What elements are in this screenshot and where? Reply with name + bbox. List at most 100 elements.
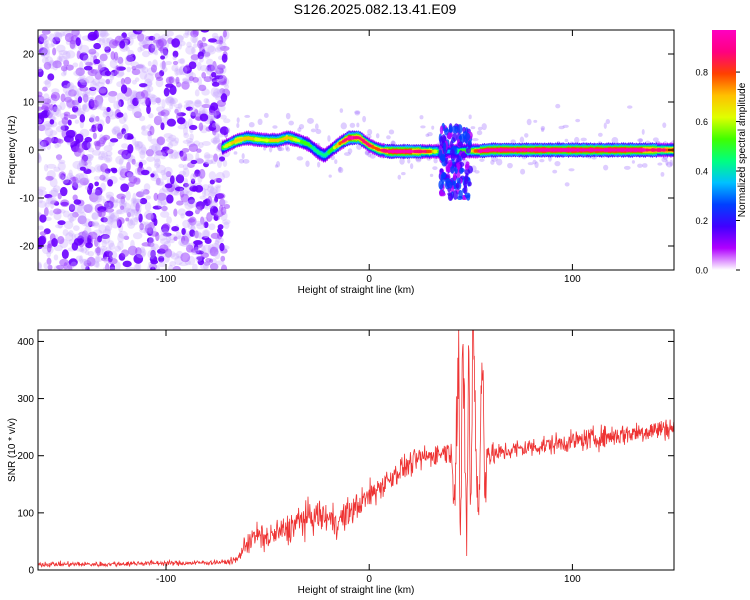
noise-blob — [134, 140, 140, 147]
noise-blob — [180, 213, 185, 219]
noise-blob — [167, 95, 174, 104]
colorbar-tick-label: 0.6 — [695, 117, 708, 127]
ridge-halo — [367, 128, 373, 136]
noise-blob — [152, 205, 162, 210]
noise-blob — [38, 190, 48, 196]
noise-blob — [53, 185, 61, 193]
ridge-halo — [520, 168, 526, 175]
noise-blob — [125, 217, 130, 222]
noise-blob — [135, 30, 146, 33]
noise-blob — [77, 215, 86, 225]
noise-blob — [38, 124, 46, 132]
noise-blob — [203, 221, 209, 229]
noise-blob — [47, 196, 57, 205]
noise-blob — [127, 49, 135, 57]
noise-blob — [94, 247, 104, 256]
noise-blob — [159, 244, 169, 253]
noise-blob — [51, 88, 60, 94]
ridge-halo — [354, 111, 360, 116]
noise-blob — [104, 51, 111, 56]
noise-blob — [78, 172, 89, 182]
ridge-halo — [562, 124, 569, 128]
noise-blob — [71, 233, 76, 240]
noise-blob — [188, 143, 199, 153]
noise-blob — [144, 96, 149, 106]
noise-blob — [94, 141, 101, 151]
noise-blob — [132, 192, 137, 203]
noise-blob — [125, 266, 136, 270]
ridge-halo — [298, 123, 305, 130]
noise-blob — [223, 221, 230, 230]
noise-blob — [115, 198, 125, 204]
noise-blob — [203, 160, 214, 165]
noise-blob — [107, 216, 114, 226]
noise-blob — [38, 43, 43, 49]
noise-blob — [209, 258, 214, 263]
ridge-halo — [386, 135, 391, 140]
noise-blob — [40, 124, 51, 131]
disturbance-cell — [452, 172, 457, 181]
noise-blob — [162, 232, 172, 237]
noise-blob — [54, 31, 63, 42]
noise-blob — [191, 263, 198, 270]
noise-blob — [176, 117, 186, 125]
noise-blob — [158, 255, 165, 263]
ridge-halo — [603, 122, 607, 129]
noise-blob — [58, 55, 68, 63]
ridge-halo — [226, 127, 231, 134]
noise-blob — [95, 254, 100, 264]
noise-blob — [65, 50, 76, 59]
ridge-halo — [420, 125, 426, 129]
noise-blob — [157, 115, 163, 120]
noise-blob — [153, 218, 158, 226]
noise-blob — [127, 248, 134, 254]
disturbance-cell — [450, 165, 455, 174]
disturbance-cell — [465, 132, 471, 141]
noise-blob — [127, 143, 134, 154]
noise-blob — [203, 188, 210, 197]
noise-blob — [131, 158, 136, 165]
noise-blob — [217, 224, 224, 230]
noise-blob — [95, 241, 101, 248]
noise-blob — [194, 220, 203, 227]
noise-blob — [180, 235, 186, 244]
noise-blob — [98, 37, 106, 46]
noise-blob — [73, 237, 84, 246]
noise-blob — [182, 167, 190, 178]
noise-blob — [50, 39, 56, 47]
noise-blob — [198, 257, 204, 263]
noise-blob — [52, 36, 61, 45]
noise-blob — [42, 46, 51, 56]
ridge-halo — [272, 125, 278, 129]
noise-blob — [154, 49, 159, 56]
noise-blob — [131, 68, 141, 76]
noise-blob — [175, 68, 184, 76]
noise-blob — [68, 203, 76, 213]
noise-blob — [163, 166, 173, 176]
noise-blob — [114, 245, 122, 252]
y-tick-label: 0 — [28, 146, 34, 157]
noise-blob — [130, 61, 140, 68]
ridge-halo — [526, 118, 532, 126]
noise-blob — [91, 211, 99, 221]
noise-blob — [214, 131, 220, 140]
noise-blob — [68, 114, 78, 120]
noise-blob — [193, 43, 198, 48]
noise-blob — [172, 55, 177, 61]
noise-blob — [80, 263, 89, 270]
noise-blob — [223, 118, 231, 124]
noise-blob — [79, 177, 89, 186]
noise-blob — [185, 106, 193, 111]
noise-blob — [94, 71, 103, 80]
noise-blob — [39, 35, 50, 43]
noise-blob — [38, 188, 44, 197]
noise-blob — [79, 258, 88, 264]
noise-blob — [79, 166, 87, 171]
noise-blob — [181, 80, 190, 90]
noise-blob — [211, 77, 218, 84]
noise-blob — [73, 199, 82, 205]
noise-blob — [103, 215, 113, 225]
noise-blob — [43, 40, 50, 45]
colorbar-ticks: 0.0 0.2 0.4 0.6 0.8 — [695, 68, 740, 276]
noise-blob — [194, 206, 201, 212]
